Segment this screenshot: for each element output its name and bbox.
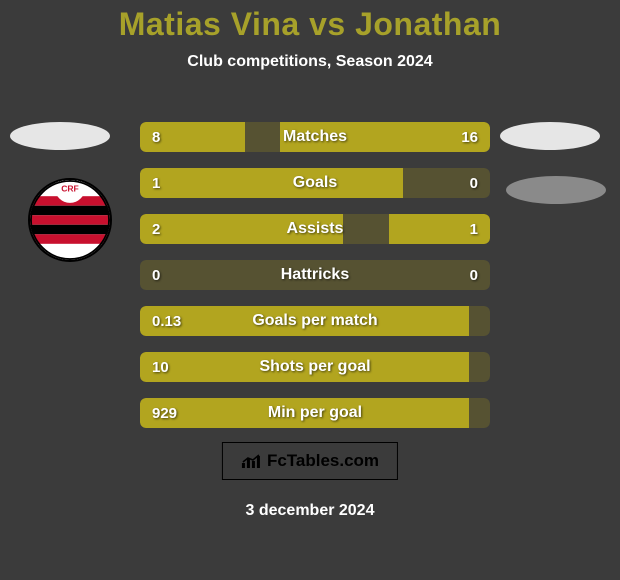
stat-value-right: 0: [470, 260, 478, 290]
stat-label: Shots per goal: [140, 352, 490, 382]
right-team-ellipse: [506, 176, 606, 204]
comparison-infographic: Matias Vina vs Jonathan Club competition…: [0, 0, 620, 580]
stat-value-left: 0: [152, 260, 160, 290]
stat-label: Min per goal: [140, 398, 490, 428]
stat-value-left: 8: [152, 122, 160, 152]
stat-label: Hattricks: [140, 260, 490, 290]
stat-value-left: 929: [152, 398, 177, 428]
flamengo-badge-icon: CRF: [28, 178, 112, 262]
attribution-text: FcTables.com: [267, 451, 379, 471]
svg-text:CRF: CRF: [61, 183, 79, 193]
stat-value-left: 10: [152, 352, 169, 382]
stat-label: Goals: [140, 168, 490, 198]
stat-row: Min per goal929: [140, 398, 490, 428]
right-player-ellipse: [500, 122, 600, 150]
stat-value-left: 1: [152, 168, 160, 198]
stat-value-left: 0.13: [152, 306, 181, 336]
stat-row: Hattricks0 0: [140, 260, 490, 290]
stat-label: Goals per match: [140, 306, 490, 336]
stat-value-right: 0: [470, 168, 478, 198]
stats-bars: Matches816Goals10Assists21Hattricks00Goa…: [140, 122, 490, 444]
flamengo-svg: CRF: [30, 180, 110, 260]
stat-label: Assists: [140, 214, 490, 244]
stat-row: Matches8 16: [140, 122, 490, 152]
left-player-ellipse: [10, 122, 110, 150]
stat-value-left: 2: [152, 214, 160, 244]
stat-row: Goals1 0: [140, 168, 490, 198]
stat-value-right: 16: [461, 122, 478, 152]
page-subtitle: Club competitions, Season 2024: [0, 53, 620, 71]
date-label: 3 december 2024: [0, 502, 620, 520]
page-title: Matias Vina vs Jonathan: [0, 0, 620, 43]
stat-label: Matches: [140, 122, 490, 152]
chart-icon: [241, 453, 261, 469]
stat-row: Goals per match0.13: [140, 306, 490, 336]
stat-row: Assists2 1: [140, 214, 490, 244]
stat-row: Shots per goal10: [140, 352, 490, 382]
stat-value-right: 1: [470, 214, 478, 244]
attribution-box: FcTables.com: [222, 442, 398, 480]
